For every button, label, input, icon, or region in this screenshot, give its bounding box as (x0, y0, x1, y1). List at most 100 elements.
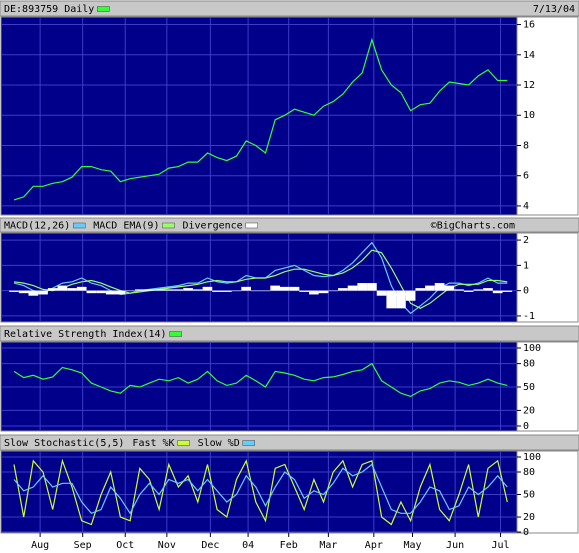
y-tick-label: 14 (523, 50, 535, 61)
panel-header (0, 217, 579, 233)
divergence-bar (115, 290, 126, 295)
series-line (13, 37, 508, 201)
x-tick-label: Nov (158, 540, 176, 551)
x-tick-label: Jul (492, 540, 510, 551)
divergence-bar (328, 290, 339, 292)
divergence-bar (270, 285, 281, 291)
copyright: ©BigCharts.com (431, 221, 515, 232)
legend-label: DE:893759 Daily (4, 4, 94, 15)
panel-title: Slow Stochastic(5,5) (4, 438, 124, 449)
divergence-bar (463, 290, 474, 292)
divergence-bar (434, 283, 445, 291)
x-tick-label: Apr (365, 540, 383, 551)
divergence-bar (212, 290, 222, 292)
plot-area (0, 341, 518, 432)
y-tick-label: 20 (523, 512, 535, 523)
legend-label: Relative Strength Index(14) (4, 329, 167, 340)
divergence-bar (376, 290, 387, 296)
divergence-bar (28, 290, 39, 296)
divergence-bar (309, 290, 319, 295)
divergence-bar (250, 290, 261, 292)
panel-header (0, 325, 579, 342)
y-tick-label: 50 (523, 382, 535, 393)
panel-header (0, 0, 579, 17)
y-tick-label: 12 (523, 80, 535, 91)
x-tick-label: 04 (242, 540, 254, 551)
date-label: 7/13/04 (533, 4, 575, 15)
divergence-bar (18, 290, 29, 294)
y-tick-label: 80 (523, 467, 535, 478)
divergence-bar (76, 286, 87, 291)
series-line (13, 463, 508, 515)
divergence-bar (347, 285, 358, 291)
divergence-bar (280, 286, 290, 291)
plot-area (0, 16, 518, 216)
divergence-bar (318, 290, 329, 294)
y-tick-label: 100 (523, 452, 541, 463)
legend-label: Divergence (182, 221, 242, 232)
legend-label: MACD(12,26) (4, 221, 70, 232)
y-tick-label: -1 (523, 311, 535, 322)
divergence-bar (502, 290, 513, 292)
y-tick-label: 20 (523, 405, 535, 416)
divergence-bar (57, 285, 68, 291)
divergence-bar (231, 290, 242, 292)
legend-label: MACD EMA(9) (93, 221, 159, 232)
axis-area (516, 16, 579, 216)
divergence-bar (38, 290, 48, 295)
divergence-bar (473, 289, 484, 291)
divergence-bar (338, 288, 348, 291)
legend-swatch (177, 440, 190, 446)
y-tick-label: 100 (523, 343, 541, 354)
divergence-bar (183, 288, 193, 291)
divergence-bar (260, 290, 271, 292)
legend-swatch (169, 331, 182, 337)
axis-area (516, 341, 579, 432)
legend-swatch (245, 222, 258, 229)
x-tick-label: Dec (201, 540, 219, 551)
divergence-bar (367, 283, 377, 291)
legend-swatch (242, 440, 255, 446)
panel-header (0, 434, 579, 451)
y-tick-label: 4 (523, 201, 529, 212)
y-tick-label: 16 (523, 20, 535, 31)
legend-swatch (162, 222, 175, 229)
divergence-bar (425, 285, 435, 291)
y-tick-label: 0 (523, 421, 529, 432)
y-tick-label: 1 (523, 260, 529, 271)
divergence-bar (67, 288, 77, 291)
legend-swatch (72, 222, 86, 229)
divergence-bar (299, 290, 310, 292)
y-tick-label: 6 (523, 171, 529, 182)
divergence-bar (144, 289, 155, 291)
divergence-bar (415, 288, 426, 291)
divergence-bar (125, 290, 135, 292)
y-tick-label: 0 (523, 286, 529, 297)
divergence-bar (173, 289, 184, 291)
x-tick-label: Sep (74, 540, 92, 551)
divergence-bar (444, 285, 455, 291)
y-tick-label: 80 (523, 359, 535, 370)
divergence-bar (289, 286, 300, 291)
x-tick-label: May (403, 540, 421, 551)
x-tick-label: Oct (116, 540, 134, 551)
divergence-bar (47, 288, 58, 291)
divergence-bar (96, 290, 106, 294)
divergence-bar (492, 290, 503, 294)
y-tick-label: 10 (523, 110, 535, 121)
divergence-bar (221, 290, 232, 292)
divergence-bar (483, 288, 493, 291)
x-tick-label: Aug (31, 540, 49, 551)
axis-area (516, 232, 579, 323)
x-tick-label: Jun (446, 540, 464, 551)
divergence-bar (134, 289, 145, 291)
series-line (13, 249, 508, 309)
divergence-bar (202, 286, 213, 291)
legend-label: Fast %K (132, 438, 174, 449)
divergence-bar (163, 289, 174, 291)
divergence-bar (86, 290, 97, 294)
y-tick-label: 50 (523, 490, 535, 501)
divergence-bar (154, 289, 164, 291)
divergence-bar (192, 289, 203, 291)
